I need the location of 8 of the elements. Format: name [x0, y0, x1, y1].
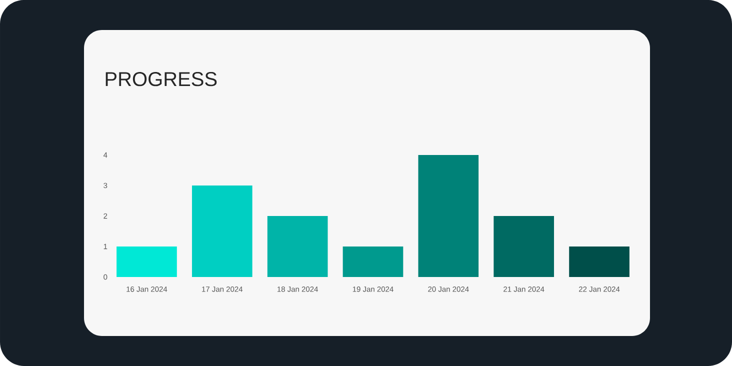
bar — [116, 246, 177, 277]
bar — [267, 216, 328, 277]
bar — [192, 185, 252, 277]
bar — [418, 154, 479, 277]
bar — [494, 216, 554, 277]
bar — [569, 246, 630, 277]
bar — [342, 246, 404, 277]
chart-title: PROGRESS — [106, 72, 217, 86]
